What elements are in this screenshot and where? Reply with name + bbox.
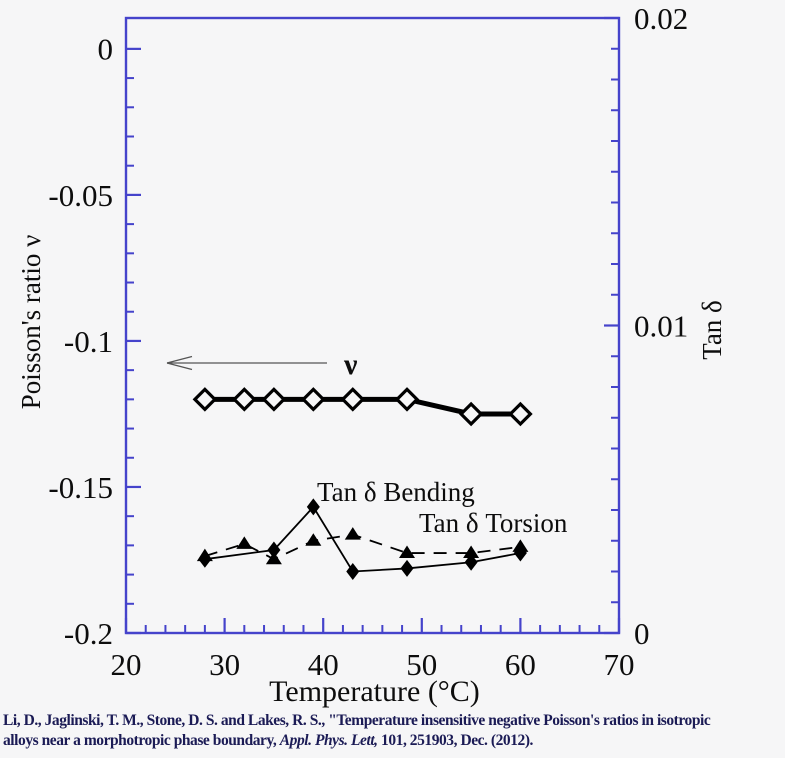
left-axis: 0 -0.05 -0.1 -0.15 -0.2: [48, 32, 141, 651]
right-axis-title: Tan δ: [697, 300, 727, 360]
citation: Li, D., Jaglinski, T. M., Stone, D. S. a…: [3, 711, 785, 751]
x-axis: 20 30 40 50 60 70: [111, 618, 635, 682]
left-tick-label: -0.2: [64, 616, 113, 651]
filled-triangle-marker: [305, 533, 322, 546]
open-diamond-marker: [301, 387, 326, 412]
citation-line2-suffix: 101, 251903, Dec. (2012).: [377, 732, 533, 749]
left-tick-label: -0.15: [48, 470, 113, 505]
filled-diamond-marker: [267, 541, 281, 559]
open-diamond-marker: [394, 387, 420, 412]
filled-triangle-marker: [196, 548, 213, 562]
nu-arrow: [166, 355, 327, 371]
right-tick-label: 0: [634, 616, 650, 651]
citation-journal: Appl. Phys. Lett,: [279, 732, 378, 749]
filled-diamond-marker: [346, 563, 360, 580]
filled-triangle-marker: [512, 539, 529, 552]
annotation-label: Tan δ Bending: [317, 477, 475, 507]
x-tick-label: 70: [604, 647, 635, 682]
right-tick-label: 0.02: [634, 1, 688, 36]
filled-triangle-marker: [463, 545, 480, 559]
filled-triangle-marker: [344, 527, 361, 540]
open-diamond-marker: [508, 401, 533, 427]
open-diamond-marker: [192, 387, 218, 412]
x-axis-title: Temperature (°C): [269, 675, 480, 708]
citation-line-1: Li, D., Jaglinski, T. M., Stone, D. S. a…: [3, 712, 711, 729]
open-diamond-marker: [232, 387, 257, 412]
citation-line-2: alloys near a morphotropic phase boundar…: [3, 731, 785, 751]
annotation-label: ν: [343, 348, 358, 381]
x-tick-label: 40: [308, 647, 339, 682]
x-tick-label: 30: [209, 647, 240, 682]
left-tick-label: -0.1: [64, 324, 113, 359]
annotation-label: Tan δ Torsion: [419, 508, 568, 538]
right-tick-label: 0.01: [634, 308, 688, 343]
left-tick-label: 0: [98, 32, 114, 67]
filled-triangle-marker: [399, 545, 416, 559]
filled-diamond-marker: [306, 498, 320, 516]
filled-triangle-marker: [265, 551, 282, 565]
citation-line2-normal: alloys near a morphotropic phase boundar…: [3, 732, 280, 749]
open-diamond-marker: [261, 387, 287, 412]
open-diamond-marker: [458, 401, 484, 427]
open-diamond-marker: [340, 387, 366, 412]
x-tick-label: 50: [406, 647, 437, 682]
left-tick-label: -0.05: [48, 178, 113, 213]
x-tick-label: 20: [111, 647, 142, 682]
series-filled-triangle: [196, 527, 529, 565]
arrow-barb-bottom: [166, 362, 193, 371]
series-open-diamond: [192, 387, 533, 427]
right-axis: 0.02 0.01 0: [604, 1, 688, 651]
chart-canvas: 20 30 40 50 60 700-0.05-0.1-0.15-0.20.020.010…: [16, 1, 727, 708]
x-tick-label: 60: [505, 647, 536, 682]
filled-diamond-marker: [400, 559, 414, 577]
arrow-barb-top: [166, 355, 193, 364]
filled-triangle-marker: [236, 536, 253, 549]
left-axis-title: Poisson's ratio ν: [16, 235, 46, 410]
